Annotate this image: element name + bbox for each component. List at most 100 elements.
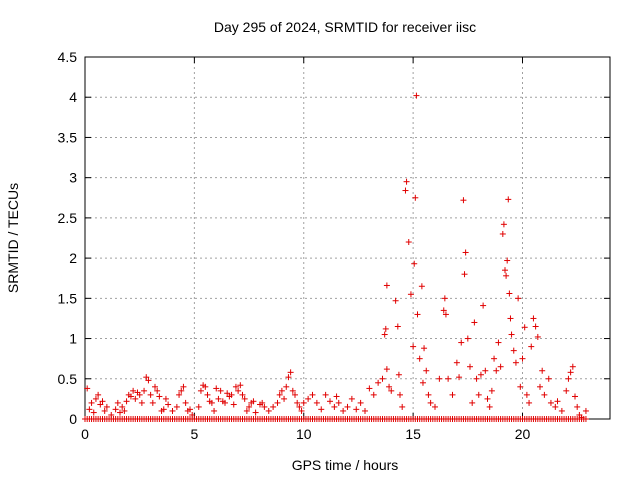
data-point [403,178,410,185]
data-point [413,92,420,99]
data-point [117,409,123,416]
data-point [114,399,121,406]
data-point [458,339,465,346]
data-point [375,379,382,386]
data-point [574,403,581,410]
data-point [278,387,285,394]
data-point [162,395,169,402]
data-point [578,414,585,421]
data-point [515,295,522,302]
data-point [510,347,517,354]
data-point [195,403,202,410]
data-point [469,399,476,406]
data-point [138,399,145,406]
data-point [99,398,106,405]
y-tick-label: 0 [69,411,77,427]
data-point [366,385,373,392]
data-point [182,399,189,406]
data-point [246,403,253,410]
data-point [488,387,495,394]
data-point [86,406,93,413]
data-point [414,311,421,318]
data-point [582,407,589,414]
data-point [165,401,172,408]
data-point [222,399,228,406]
data-point [108,411,115,418]
data-point [500,221,507,228]
data-point [442,311,449,318]
data-point [491,355,498,362]
data-point [486,403,493,410]
data-point [281,395,288,402]
data-point [327,398,333,405]
data-point [547,399,554,406]
data-point [497,363,504,370]
data-point [505,196,512,203]
data-point [322,391,329,398]
data-point [112,406,119,413]
data-point [405,239,412,246]
data-point [445,375,452,382]
chart-title: Day 295 of 2024, SRMTID for receiver iis… [214,19,476,35]
data-point [88,399,95,406]
data-point [230,401,237,408]
data-point [456,374,463,381]
data-point [331,403,338,410]
data-point [394,323,401,330]
data-point [507,315,514,322]
data-point [539,367,546,374]
data-point [382,325,389,332]
data-point [228,391,235,398]
data-point [143,374,150,381]
data-point [123,398,130,405]
data-point [392,297,399,304]
data-point [526,399,533,406]
data-point [145,377,152,384]
data-point [217,387,224,394]
x-axis-label: GPS time / hours [292,457,399,473]
data-point [563,387,570,394]
y-tick-label: 1.5 [58,290,78,306]
data-point [232,383,239,390]
data-point [534,333,541,340]
data-point [178,387,185,394]
data-point [545,375,552,382]
data-point [432,403,438,410]
data-point [495,339,502,346]
y-tick-label: 2 [69,250,77,266]
data-point [381,331,388,338]
data-point [353,406,360,413]
data-point [305,395,312,402]
data-point [287,369,294,376]
data-point [467,363,473,370]
data-point [213,385,220,392]
data-point [552,403,559,410]
data-point [402,187,409,194]
data-point [407,291,414,298]
data-point [84,385,91,392]
data-point [362,407,368,414]
data-point [480,302,487,309]
data-point [160,406,167,413]
data-point [224,390,231,397]
data-point [156,393,163,400]
data-point [397,391,403,398]
data-point [289,387,296,394]
data-point [211,407,218,414]
data-point [197,387,204,394]
data-points [82,92,589,422]
data-point [318,406,325,413]
data-point [462,249,469,256]
data-point [215,395,222,402]
data-point [475,391,482,398]
data-point [504,257,511,264]
data-point [582,416,589,422]
data-point [399,403,406,410]
data-point [333,393,340,400]
data-point [503,272,510,279]
data-point [147,391,154,398]
data-point [370,391,377,398]
data-point [521,324,528,331]
data-point [421,345,428,352]
